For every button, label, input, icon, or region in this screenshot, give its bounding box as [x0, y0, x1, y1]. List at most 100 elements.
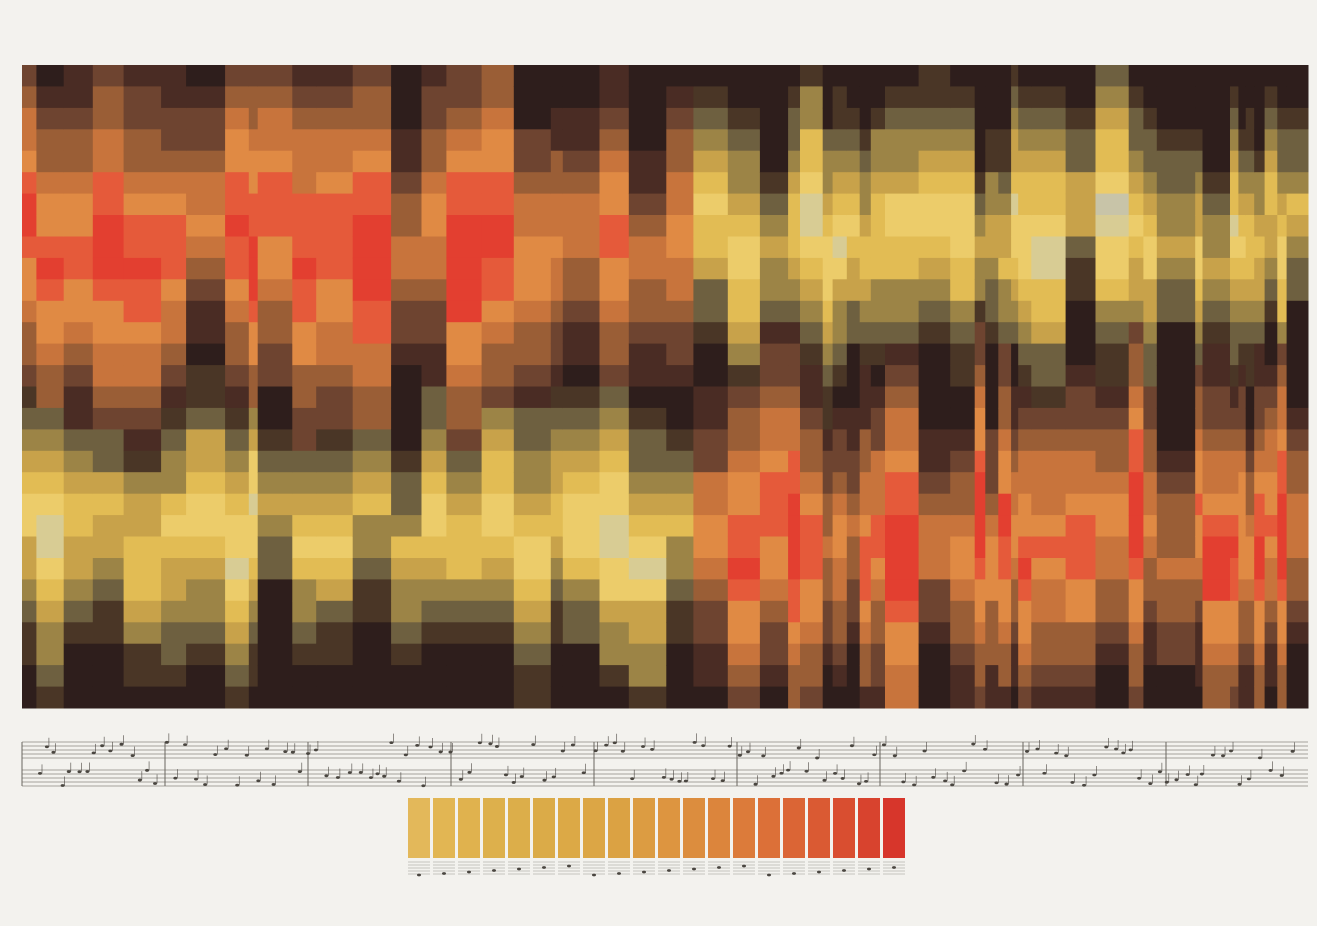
- mosaic-cell: [161, 365, 187, 387]
- mosaic-cell: [353, 365, 392, 387]
- mosaic-cell: [998, 172, 1011, 194]
- mosaic-cell: [249, 387, 258, 409]
- note: [670, 778, 674, 781]
- mosaic-cell: [788, 172, 800, 194]
- swatch-note: [617, 872, 621, 875]
- mosaic-cell: [514, 687, 552, 709]
- mosaic-cell: [1195, 258, 1203, 280]
- mosaic-cell: [1246, 579, 1255, 601]
- mosaic-cell: [186, 258, 226, 280]
- mosaic-cell: [1203, 258, 1231, 280]
- note: [100, 744, 104, 747]
- mosaic-cell: [391, 301, 422, 323]
- note: [488, 742, 492, 745]
- mosaic-cell: [1143, 515, 1157, 537]
- mosaic-cell: [422, 665, 447, 687]
- mosaic-cell: [64, 451, 94, 473]
- mosaic-cell: [975, 65, 986, 87]
- mosaic-cell: [847, 558, 860, 580]
- mosaic-cell: [422, 472, 447, 494]
- mosaic-cell: [788, 365, 800, 387]
- mosaic-cell: [847, 279, 860, 301]
- mosaic-cell: [860, 279, 872, 301]
- mosaic-cell: [1203, 237, 1231, 259]
- mosaic-cell: [1195, 65, 1203, 87]
- mosaic-cell: [1254, 86, 1265, 108]
- mosaic-cell: [563, 279, 600, 301]
- mosaic-cell: [629, 108, 667, 130]
- mosaic-cell: [1096, 344, 1130, 366]
- swatch-note: [717, 866, 721, 869]
- mosaic-cell: [446, 215, 482, 237]
- mosaic-cell: [1157, 429, 1196, 451]
- mosaic-cell: [422, 408, 447, 430]
- mosaic-cell: [1287, 472, 1309, 494]
- mosaic-cell: [1277, 387, 1287, 409]
- mosaic-cell: [93, 665, 124, 687]
- note: [478, 741, 482, 744]
- mosaic-cell: [1287, 301, 1309, 323]
- mosaic-cell: [847, 644, 860, 666]
- mosaic-cell: [36, 279, 64, 301]
- mosaic-cell: [353, 687, 392, 709]
- mosaic-cell: [600, 151, 630, 173]
- note: [1229, 750, 1233, 753]
- color-swatch: [758, 798, 780, 858]
- mosaic-cell: [833, 665, 848, 687]
- mosaic-cell: [1018, 151, 1032, 173]
- note: [621, 750, 625, 753]
- mosaic-cell: [1066, 258, 1096, 280]
- mosaic-cell: [847, 494, 860, 516]
- mosaic-cell: [985, 237, 999, 259]
- mosaic-cell: [161, 215, 187, 237]
- note: [183, 743, 187, 746]
- mosaic-cell: [728, 451, 761, 473]
- mosaic-cell: [985, 665, 999, 687]
- mosaic-cell: [1203, 451, 1231, 473]
- mosaic-cell: [885, 472, 919, 494]
- mosaic-cell: [1265, 644, 1278, 666]
- mosaic-cell: [1129, 344, 1144, 366]
- mosaic-cell: [1066, 194, 1096, 216]
- note: [912, 783, 916, 786]
- mosaic-cell: [316, 258, 353, 280]
- mosaic-cell: [249, 365, 258, 387]
- mosaic-cell: [258, 387, 293, 409]
- mosaic-cell: [919, 194, 951, 216]
- mosaic-cell: [93, 408, 124, 430]
- mosaic-cell: [1096, 301, 1130, 323]
- mosaic-cell: [186, 515, 226, 537]
- mosaic-cell: [1011, 687, 1019, 709]
- mosaic-cell: [1277, 322, 1287, 344]
- mosaic-cell: [998, 279, 1011, 301]
- mosaic-cell: [847, 258, 860, 280]
- mosaic-cell: [64, 237, 94, 259]
- mosaic-cell: [22, 558, 37, 580]
- mosaic-cell: [1238, 601, 1246, 623]
- mosaic-cell: [1265, 301, 1278, 323]
- mosaic-cell: [1031, 537, 1066, 559]
- mosaic-cell: [1238, 408, 1246, 430]
- mosaic-cell: [186, 322, 226, 344]
- mosaic-cell: [1254, 622, 1265, 644]
- mosaic-cell: [1265, 387, 1278, 409]
- mosaic-cell: [1195, 301, 1203, 323]
- mosaic-cell: [950, 687, 975, 709]
- mosaic-cell: [1066, 86, 1096, 108]
- mosaic-cell: [833, 65, 848, 87]
- mosaic-cell: [249, 687, 258, 709]
- mosaic-cell: [1129, 387, 1144, 409]
- mosaic-cell: [666, 151, 694, 173]
- mosaic-cell: [600, 108, 630, 130]
- mosaic-cell: [1265, 515, 1278, 537]
- mosaic-cell: [1129, 322, 1144, 344]
- note: [822, 779, 826, 782]
- mosaic-cell: [847, 451, 860, 473]
- mosaic-cell: [860, 472, 872, 494]
- mosaic-cell: [788, 322, 800, 344]
- mosaic-cell: [950, 172, 975, 194]
- mosaic-cell: [64, 215, 94, 237]
- mosaic-cell: [93, 322, 124, 344]
- mosaic-cell: [871, 494, 886, 516]
- mosaic-cell: [885, 108, 919, 130]
